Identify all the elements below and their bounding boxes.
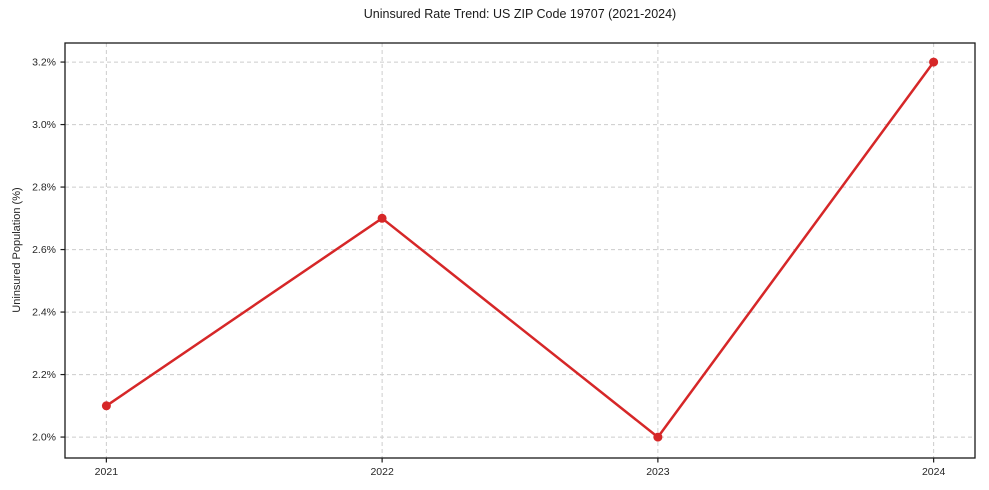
y-tick-label: 2.2%: [32, 369, 56, 381]
data-point-marker: [929, 57, 939, 67]
x-tick-label: 2021: [95, 466, 119, 478]
y-tick-label: 2.8%: [32, 182, 56, 194]
y-tick-label: 2.6%: [32, 244, 56, 256]
data-point-marker: [101, 401, 111, 411]
y-tick-label: 3.2%: [32, 57, 56, 69]
y-axis-label: Uninsured Population (%): [11, 187, 23, 313]
data-point-marker: [653, 432, 663, 442]
y-tick-label: 3.0%: [32, 119, 56, 131]
y-tick-label: 2.0%: [32, 432, 56, 444]
y-tick-label: 2.4%: [32, 307, 56, 319]
plot-border: [64, 42, 976, 459]
x-tick-label: 2024: [922, 466, 946, 478]
data-point-marker: [377, 213, 387, 223]
x-tick-label: 2023: [646, 466, 670, 478]
trend-line: [105, 60, 935, 439]
chart-title: Uninsured Rate Trend: US ZIP Code 19707 …: [363, 7, 677, 21]
x-tick-label: 2022: [370, 466, 394, 478]
